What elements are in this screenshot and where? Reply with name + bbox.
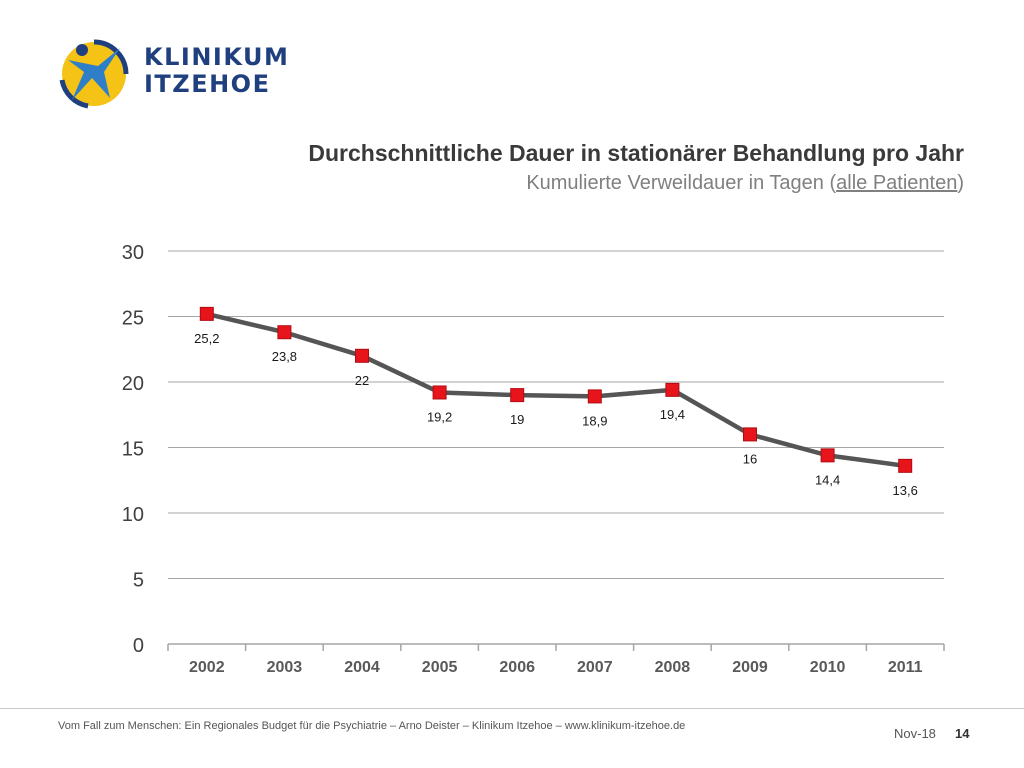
data-label: 19,4 xyxy=(660,407,685,422)
logo-text: KLINIKUM ITZEHOE xyxy=(144,44,289,98)
data-point-marker xyxy=(277,325,292,340)
y-tick-label: 0 xyxy=(133,635,144,657)
data-point-marker xyxy=(355,348,369,363)
subtitle-suffix: ) xyxy=(957,172,964,194)
data-label: 19,2 xyxy=(427,409,452,424)
data-point-marker xyxy=(820,448,835,463)
x-tick-label: 2006 xyxy=(499,659,535,676)
x-tick-label: 2008 xyxy=(655,659,691,676)
data-point-marker xyxy=(898,458,913,473)
y-tick-label: 15 xyxy=(122,439,144,461)
x-tick-label: 2009 xyxy=(732,659,768,676)
y-tick-label: 10 xyxy=(122,504,144,526)
logo-figure-icon xyxy=(59,39,129,109)
data-label: 22 xyxy=(355,373,369,388)
footer-date: Nov-18 xyxy=(894,726,936,741)
footer-divider xyxy=(0,708,1024,709)
y-tick-label: 25 xyxy=(122,308,144,330)
x-tick-label: 2002 xyxy=(189,659,225,676)
data-point-marker xyxy=(510,388,525,403)
data-point-marker xyxy=(665,382,680,397)
data-label: 25,2 xyxy=(194,331,219,346)
data-point-marker xyxy=(432,385,447,400)
y-tick-label: 5 xyxy=(133,570,144,592)
series-line xyxy=(204,311,908,469)
data-label: 13,6 xyxy=(893,483,918,498)
footer-text: Vom Fall zum Menschen: Ein Regionales Bu… xyxy=(58,720,686,732)
logo-line-1: KLINIKUM xyxy=(144,43,290,71)
data-point-marker xyxy=(743,427,757,442)
data-label: 18,9 xyxy=(582,413,607,428)
y-tick-label: 30 xyxy=(122,242,144,264)
data-label: 16 xyxy=(743,451,757,466)
chart-title: Durchschnittliche Dauer in stationärer B… xyxy=(308,140,964,166)
data-label: 19 xyxy=(510,412,524,427)
x-tick-label: 2003 xyxy=(267,659,303,676)
x-tick-label: 2011 xyxy=(888,659,923,676)
data-label: 23,8 xyxy=(272,349,297,364)
x-tick-label: 2010 xyxy=(810,659,846,676)
data-point-marker xyxy=(199,306,214,321)
x-tick-label: 2007 xyxy=(577,659,613,676)
subtitle-prefix: Kumulierte Verweildauer in Tagen ( xyxy=(526,172,837,194)
chart-subtitle: Kumulierte Verweildauer in Tagen (alle P… xyxy=(526,172,964,195)
logo: KLINIKUM ITZEHOE xyxy=(58,36,288,116)
y-tick-label: 20 xyxy=(122,373,144,395)
data-point-marker xyxy=(587,389,602,404)
logo-line-2: ITZEHOE xyxy=(144,70,271,98)
subtitle-link[interactable]: alle Patienten xyxy=(836,172,958,194)
page-number: 14 xyxy=(955,726,970,741)
x-tick-label: 2005 xyxy=(422,659,458,676)
data-label: 14,4 xyxy=(815,472,840,487)
x-tick-label: 2004 xyxy=(344,659,380,676)
